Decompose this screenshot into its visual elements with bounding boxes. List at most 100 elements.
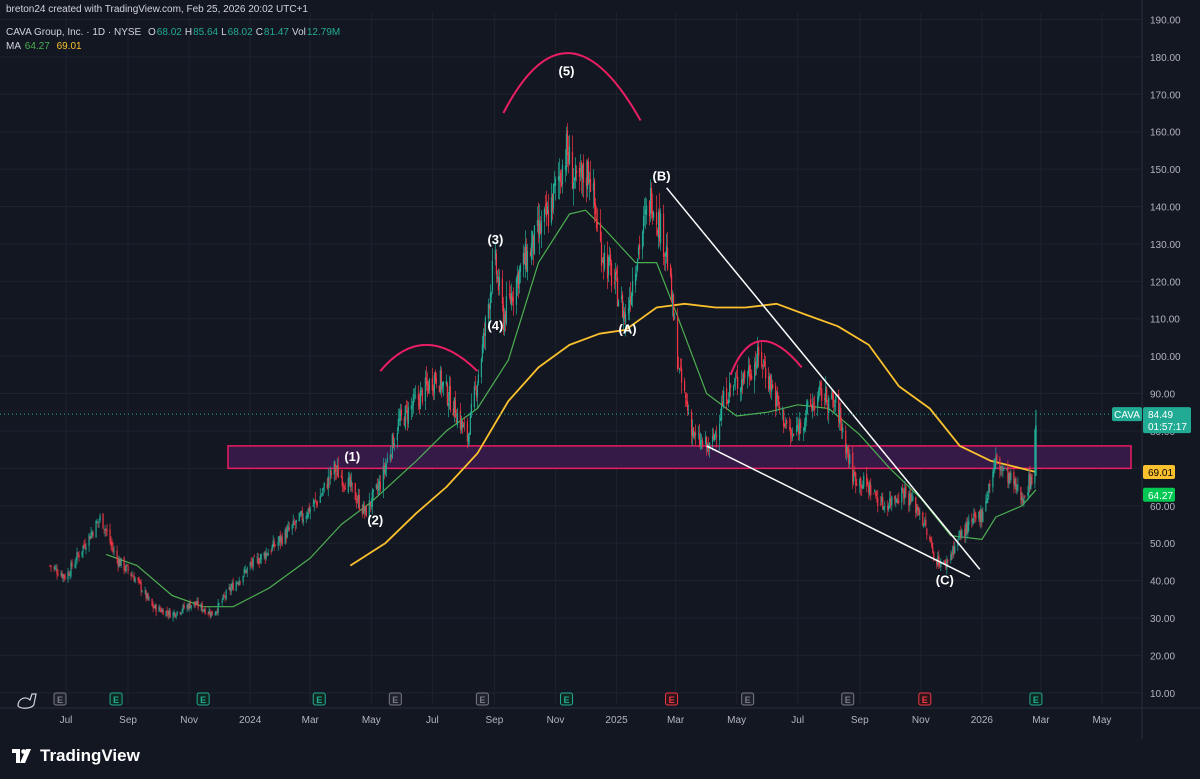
candle-body xyxy=(468,436,470,438)
earnings-marker xyxy=(741,692,755,706)
candle-body xyxy=(726,388,728,404)
candle-body xyxy=(985,500,987,512)
candle-body xyxy=(384,466,386,474)
candle-body xyxy=(182,605,184,611)
candle-body xyxy=(483,333,486,336)
candle-body xyxy=(439,370,441,393)
candle-body xyxy=(127,566,129,572)
candle-body xyxy=(932,547,934,553)
earnings-marker xyxy=(665,692,679,706)
candle-body xyxy=(641,232,644,250)
candle-body xyxy=(263,552,265,556)
candle-body xyxy=(501,278,504,305)
candle-body xyxy=(741,379,743,391)
candle-body xyxy=(532,235,535,253)
candle-body xyxy=(109,529,111,543)
candle-body xyxy=(531,231,534,248)
candle-body xyxy=(938,555,940,566)
candle-body xyxy=(390,455,392,457)
symbol-title[interactable]: CAVA Group, Inc. · 1D · NYSE xyxy=(6,27,142,38)
candle-body xyxy=(719,423,721,441)
candle-body xyxy=(455,419,457,424)
candle-body xyxy=(543,208,546,222)
candle-body xyxy=(954,545,956,553)
candle-body xyxy=(428,379,430,391)
candle-body xyxy=(407,407,409,424)
candle-body xyxy=(545,202,548,217)
candle-body xyxy=(511,296,514,303)
candle-body xyxy=(775,385,777,407)
candle-body xyxy=(173,612,175,614)
candle-body xyxy=(71,561,73,567)
candle-body xyxy=(371,491,373,507)
candle-body xyxy=(655,212,658,225)
wave-label: (B) xyxy=(653,168,671,183)
candle-body xyxy=(330,471,332,476)
candle-body xyxy=(252,557,254,567)
candle-body xyxy=(306,515,308,518)
candle-body xyxy=(754,363,756,381)
candle-body xyxy=(312,505,314,507)
candle-body xyxy=(351,482,353,485)
candle-body xyxy=(116,550,118,560)
candle-body xyxy=(683,380,686,391)
earnings-marker xyxy=(475,692,489,706)
candle-body xyxy=(679,366,682,368)
trendline xyxy=(706,445,971,578)
candle-body xyxy=(299,514,301,516)
candle-body xyxy=(852,452,854,484)
candle-body xyxy=(152,604,154,609)
candle-body xyxy=(701,439,703,442)
candle-body xyxy=(113,550,115,552)
candle-body xyxy=(814,405,816,410)
candle-body xyxy=(228,587,230,590)
candle-body xyxy=(779,406,781,409)
candle-body xyxy=(608,256,611,262)
drawings[interactable] xyxy=(0,52,1142,578)
candle-body xyxy=(336,465,338,469)
candle-body xyxy=(524,243,527,270)
candle-body xyxy=(967,522,969,534)
candle-body xyxy=(244,570,246,571)
arc-drawing xyxy=(502,52,642,121)
countdown-tag: 01:57:17 xyxy=(1148,422,1187,433)
candle-body xyxy=(854,472,856,475)
candle-body xyxy=(172,612,174,618)
candle-body xyxy=(544,204,547,206)
candle-body xyxy=(720,417,722,421)
candle-body xyxy=(274,545,276,546)
price-tick-label: 110.00 xyxy=(1150,315,1180,326)
time-tick-label: Sep xyxy=(486,715,504,726)
candle-body xyxy=(981,509,983,521)
candle-body xyxy=(939,565,941,567)
candle-body xyxy=(432,388,434,391)
candle-body xyxy=(63,574,65,578)
candle-body xyxy=(1001,468,1003,470)
candle-body xyxy=(615,270,618,275)
tradingview-logo[interactable]: TradingView xyxy=(12,746,140,766)
support-zone[interactable] xyxy=(227,445,1132,470)
candle-body xyxy=(631,280,634,297)
candle-body xyxy=(281,536,283,544)
candle-body xyxy=(112,548,114,551)
candle-body xyxy=(356,501,358,502)
candle-body xyxy=(926,528,928,536)
candle-body xyxy=(817,396,819,408)
candle-body xyxy=(1020,486,1022,501)
candle-body xyxy=(952,546,954,555)
ma-fast-tag: 64.27 xyxy=(1148,491,1173,502)
candle-body xyxy=(742,378,744,385)
candle-body xyxy=(60,574,62,576)
ma-fast-tag-bg xyxy=(1143,487,1175,502)
candle-body xyxy=(863,475,865,487)
candle-body xyxy=(277,541,279,546)
price-tick-label: 10.00 xyxy=(1150,689,1175,700)
time-axis[interactable]: Jul Sep Nov 2024 Mar May Jul Sep Nov 2025 Mar May Ju… xyxy=(0,707,1200,726)
candle-body xyxy=(1008,472,1010,485)
candle-body xyxy=(581,165,584,180)
candle-body xyxy=(343,485,345,488)
candle-body xyxy=(448,386,450,402)
candle-body xyxy=(616,277,619,307)
